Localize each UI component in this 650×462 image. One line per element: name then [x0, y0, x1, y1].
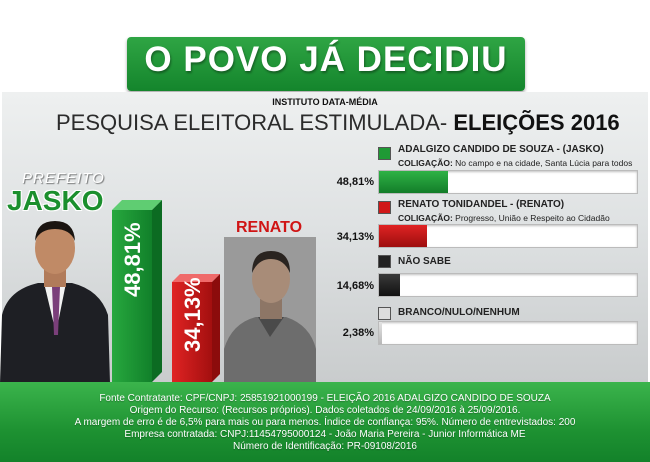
footer-line-3: A margem de erro é de 6,5% para mais ou …: [74, 417, 576, 428]
office-label: PREFEITO: [22, 170, 105, 187]
jasko-name: JASKO: [7, 185, 104, 216]
candidate-bars: [112, 200, 220, 382]
row-percent: 48,81%: [336, 176, 374, 188]
footer-line-4: Empresa contratada: CNPJ:11454795000124 …: [124, 429, 526, 440]
renato-photo: [224, 237, 316, 383]
jasko-swatch: [378, 147, 391, 160]
row-bar-track: [378, 224, 638, 248]
survey-title-text: PESQUISA ELEITORAL ESTIMULADA-: [56, 110, 448, 135]
row-bar-fill: [379, 322, 383, 344]
jasko-photo: [0, 215, 110, 383]
row-name: ADALGIZO CANDIDO DE SOUZA - (JASKO): [398, 144, 604, 155]
coalition-text: Progresso, União e Respeito ao Cidadão: [455, 213, 610, 223]
row-bar-track: [378, 170, 638, 194]
row-percent: 2,38%: [342, 327, 374, 339]
jasko-bar: [112, 200, 162, 382]
renato-bar: [172, 274, 220, 382]
row-name: BRANCO/NULO/NENHUM: [398, 307, 520, 318]
row-bar-fill: [379, 274, 400, 296]
row-name: RENATO TONIDANDEL - (RENATO): [398, 199, 565, 210]
row-percent: 14,68%: [336, 280, 374, 292]
renato-swatch: [378, 201, 391, 214]
row-percent: 34,13%: [336, 231, 374, 243]
headline: O POVO JÁ DECIDIU: [144, 40, 508, 79]
footer: [0, 382, 650, 462]
row-name: NÃO SABE: [398, 256, 451, 267]
row-bar-track: [378, 321, 638, 345]
headline-banner: [127, 37, 525, 91]
nao-sabe-swatch: [378, 255, 391, 268]
branco-swatch: [378, 307, 391, 320]
row-bar-track: [378, 273, 638, 297]
coalition-prefix: COLIGAÇÃO:: [398, 158, 453, 168]
renato-name: RENATO: [236, 219, 303, 236]
footer-line-2: Origem do Recurso: (Recursos próprios). …: [129, 405, 521, 416]
coalition-prefix: COLIGAÇÃO:: [398, 213, 453, 223]
footer-line-1: Fonte Contratante: CPF/CNPJ: 25851921000…: [99, 393, 551, 404]
survey-year: ELEIÇÕES 2016: [453, 110, 620, 135]
row-bar-fill: [379, 225, 428, 247]
renato-bar-label: 34,13%: [180, 277, 205, 352]
footer-line-5: Número de Identificação: PR-09108/2016: [232, 441, 417, 452]
row-coalition: COLIGAÇÃO: No campo e na cidade, Santa L…: [398, 158, 632, 168]
institute-name: INSTITUTO DATA-MÉDIA: [272, 97, 378, 107]
row-bar-fill: [379, 171, 449, 193]
coalition-text: No campo e na cidade, Santa Lúcia para t…: [455, 158, 633, 168]
survey-title: PESQUISA ELEITORAL ESTIMULADA- ELEIÇÕES …: [56, 110, 620, 136]
jasko-bar-label: 48,81%: [120, 222, 145, 297]
row-coalition: COLIGAÇÃO: Progresso, União e Respeito a…: [398, 213, 610, 223]
